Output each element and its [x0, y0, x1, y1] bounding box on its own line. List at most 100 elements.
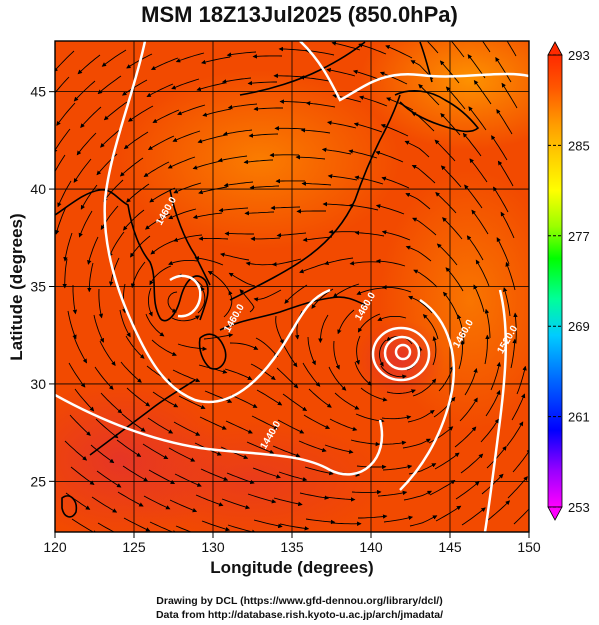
streamline-234 [348, 203, 379, 211]
streamline-279 [438, 365, 455, 392]
streamline-166 [277, 419, 305, 434]
streamline-172 [273, 73, 304, 79]
y-tick-label: 40 [30, 181, 46, 197]
streamline-270 [404, 140, 430, 158]
streamline-155 [248, 133, 279, 138]
streamline-168 [278, 471, 308, 482]
streamline-88 [172, 369, 201, 383]
streamline-28 [98, 288, 104, 319]
streamline-315 [484, 308, 491, 339]
streamline-340 [507, 476, 528, 499]
streamline-238 [357, 313, 381, 333]
streamline-265 [409, 515, 438, 527]
streamline-297 [458, 339, 465, 370]
colorbar-ticks: 293 285 277 269 261 253 [548, 48, 590, 515]
streamline-171 [278, 46, 309, 52]
streamline-195 [301, 181, 332, 186]
streamline-17 [65, 492, 91, 510]
streamline-138 [223, 181, 254, 188]
streamline-179 [272, 258, 302, 267]
streamline-11 [73, 336, 87, 364]
streamline-189 [305, 518, 336, 525]
streamline-268 [418, 83, 440, 106]
streamline-291 [435, 191, 457, 214]
streamline-58 [121, 79, 148, 96]
streamline-14 [69, 414, 91, 436]
streamline-106 [203, 333, 234, 340]
streamline-117 [197, 134, 227, 144]
streamline-303 [461, 507, 486, 526]
streamline-232 [348, 149, 378, 159]
streamline-183 [302, 362, 321, 387]
streamline-159 [250, 236, 281, 242]
streamline-212 [327, 120, 357, 129]
streamline-131 [221, 498, 251, 510]
streamline-276 [408, 295, 433, 314]
streamline-120 [192, 212, 223, 220]
cool-region-south [110, 420, 390, 532]
streamline-193 [300, 127, 331, 134]
streamline-170 [279, 523, 310, 531]
colorbar-bottom-extend [547, 506, 563, 521]
streamline-27 [87, 262, 94, 293]
streamline-185 [303, 414, 331, 430]
streamline-128 [225, 420, 253, 434]
streamline-80 [143, 161, 170, 178]
streamline-230 [359, 95, 388, 107]
streamline-144 [255, 337, 279, 358]
streamline-86 [171, 315, 200, 322]
streamline-134 [221, 77, 252, 84]
streamline-326 [496, 108, 513, 135]
streamline-203 [334, 392, 360, 410]
y-tick-label: 30 [30, 376, 46, 392]
streamline-45 [108, 231, 125, 258]
coast-kyushu [198, 333, 227, 370]
streamline-91 [168, 447, 196, 462]
streamline-3 [55, 128, 71, 154]
streamline-64 [130, 235, 151, 258]
streamline-108 [204, 390, 233, 403]
colorbar-tick-label: 285 [568, 138, 590, 153]
streamline-38 [101, 49, 127, 67]
streamline-335 [510, 338, 517, 369]
streamline-135 [227, 103, 258, 110]
credit-drawing: Drawing by DCL (https://www.gfd-dennou.o… [156, 595, 443, 607]
streamline-281 [428, 426, 454, 444]
streamline-295 [443, 291, 459, 318]
streamline-121 [198, 236, 229, 241]
streamline-116 [202, 108, 232, 117]
streamline-301 [460, 453, 484, 474]
streamline-150 [247, 493, 277, 504]
streamline-178 [276, 232, 307, 238]
streamline-313 [475, 259, 490, 287]
x-axis-label: Longitude (degrees) [210, 558, 374, 577]
streamline-249 [386, 97, 414, 111]
streamline-237 [356, 287, 386, 295]
streamline-227 [358, 514, 388, 519]
streamline-261 [407, 409, 435, 423]
streamline-264 [403, 490, 432, 501]
streamline-15 [64, 440, 88, 461]
streamline-205 [324, 444, 354, 454]
streamline-101 [168, 208, 197, 220]
streamline-244 [382, 464, 413, 471]
streamline-24 [80, 184, 98, 210]
streamline-136 [222, 129, 253, 136]
streamline-312 [466, 235, 484, 261]
streamline-226 [351, 489, 382, 495]
y-tick-label: 25 [30, 473, 46, 489]
contour-west-1460 [103, 41, 331, 404]
streamline-84 [149, 265, 172, 286]
x-tick-label: 145 [438, 539, 462, 555]
streamline-323 [506, 41, 517, 57]
streamline-160 [245, 261, 276, 266]
streamline-210 [326, 68, 356, 77]
coast-korea-china [55, 189, 209, 322]
streamline-67 [145, 313, 165, 337]
streamline-180 [284, 284, 308, 304]
colorbar: 293 285 277 269 261 253 [547, 41, 590, 521]
streamline-123 [207, 271, 230, 292]
streamline-82 [145, 213, 171, 230]
contour-south-1440 [55, 393, 384, 476]
